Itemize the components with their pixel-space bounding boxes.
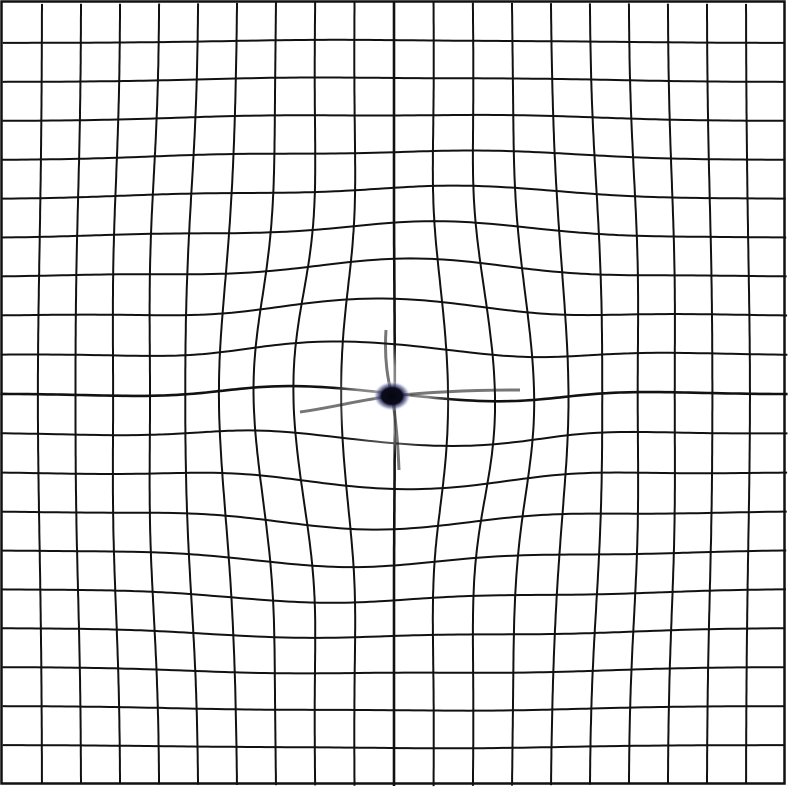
horizontal-grid-line [2,149,786,161]
horizontal-grid-line [2,113,786,122]
central-fixation-dot [299,329,521,471]
vertical-grid-line [111,3,121,785]
vertical-grid-line [511,2,536,786]
vertical-grid-line [217,2,238,786]
horizontal-grid-lines [0,38,788,750]
horizontal-grid-line [2,76,786,83]
vertical-grid-line [148,3,161,785]
horizontal-grid-line [2,588,786,604]
horizontal-grid-line [0,297,788,317]
horizontal-grid-line [1,549,787,569]
horizontal-grid-line [1,257,787,278]
vertical-grid-line [550,3,570,786]
vertical-grid-line [627,3,640,785]
horizontal-grid-line [2,744,786,750]
horizontal-grid-line [2,666,786,675]
grid-border [0,0,786,785]
horizontal-grid-line [1,220,787,239]
horizontal-grid-line [2,184,786,200]
vertical-grid-line [252,2,277,786]
fixation-dot [373,381,411,411]
horizontal-grid-line [1,510,787,531]
horizontal-grid-line [2,38,786,44]
horizontal-grid-line [0,471,788,491]
horizontal-grid-line [2,627,786,639]
vertical-grid-line [292,2,317,786]
vertical-grid-line [471,2,496,786]
horizontal-grid-line [2,705,786,712]
